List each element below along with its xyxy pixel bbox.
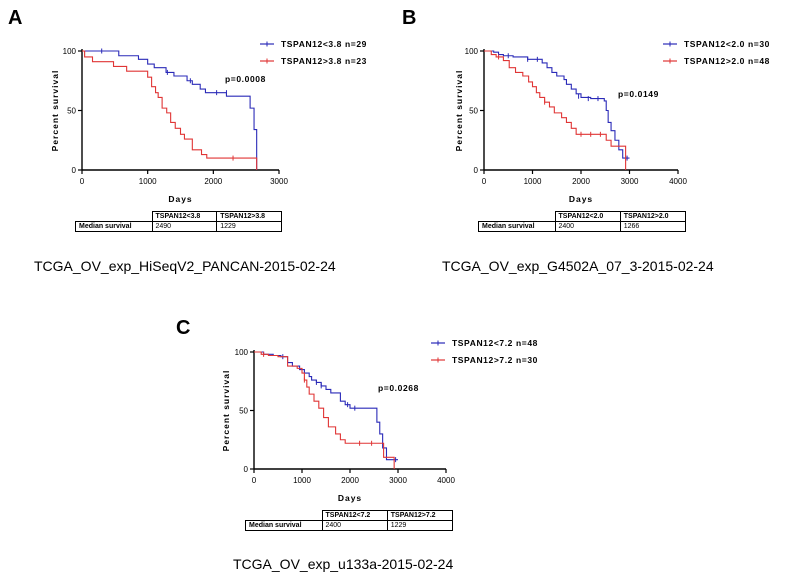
legend-label: TSPAN12<3.8 n=29 <box>281 39 367 49</box>
legend-label: TSPAN12>7.2 n=30 <box>452 355 538 365</box>
x-tick-label: 1000 <box>524 177 542 186</box>
survival-curve-high <box>484 50 627 170</box>
panel-letter-a: A <box>8 7 23 29</box>
y-axis-title: Percent survival <box>50 70 60 152</box>
p-value-label: p=0.0008 <box>225 74 266 84</box>
legend-label: TSPAN12>3.8 n=23 <box>281 56 367 66</box>
median-table-row-label: Median survival <box>245 520 323 531</box>
x-tick-label: 0 <box>252 476 257 485</box>
chart-title-c: TCGA_OV_exp_u133a-2015-02-24 <box>233 556 454 572</box>
x-axis-title: Days <box>168 194 192 204</box>
x-tick-label: 3000 <box>621 177 639 186</box>
panel-letter-c: C <box>176 317 191 339</box>
x-tick-label: 0 <box>80 177 85 186</box>
y-axis-title: Percent survival <box>454 70 464 152</box>
x-tick-label: 3000 <box>389 476 407 485</box>
x-tick-label: 2000 <box>341 476 359 485</box>
x-tick-label: 0 <box>482 177 487 186</box>
y-tick-label: 0 <box>474 166 479 175</box>
y-tick-label: 100 <box>235 348 249 357</box>
y-tick-label: 100 <box>465 47 479 56</box>
x-tick-label: 1000 <box>293 476 311 485</box>
median-table-a: TSPAN12<3.8 TSPAN12>3.8 Median survival … <box>75 211 282 232</box>
chart-title-b: TCGA_OV_exp_G4502A_07_3-2015-02-24 <box>442 258 714 274</box>
survival-curve-high <box>82 50 258 170</box>
survival-curve-high <box>254 351 395 469</box>
p-value-label: p=0.0268 <box>378 383 419 393</box>
y-tick-label: 100 <box>63 47 77 56</box>
x-tick-label: 1000 <box>139 177 157 186</box>
x-tick-label: 2000 <box>572 177 590 186</box>
median-table-b: TSPAN12<2.0 TSPAN12>2.0 Median survival … <box>478 211 687 232</box>
x-axis-title: Days <box>569 194 593 204</box>
median-table-c: TSPAN12<7.2 TSPAN12>7.2 Median survival … <box>245 510 454 531</box>
median-table-blank-cell <box>245 510 323 521</box>
y-tick-label: 0 <box>244 465 249 474</box>
legend-label: TSPAN12>2.0 n=48 <box>684 56 770 66</box>
x-tick-label: 4000 <box>437 476 455 485</box>
y-tick-label: 50 <box>239 407 248 416</box>
y-axis-title: Percent survival <box>221 370 231 452</box>
median-table-value: 1266 <box>619 221 687 232</box>
y-tick-label: 50 <box>67 107 76 116</box>
median-table-value: 2400 <box>321 520 388 531</box>
x-tick-label: 2000 <box>204 177 222 186</box>
median-table-header: TSPAN12<7.2 <box>321 510 388 521</box>
y-tick-label: 0 <box>72 166 77 175</box>
survival-curve-low <box>484 50 630 159</box>
p-value-label: p=0.0149 <box>618 89 659 99</box>
median-table-value: 1229 <box>216 221 282 232</box>
x-tick-label: 4000 <box>669 177 687 186</box>
median-table-header: TSPAN12>7.2 <box>386 510 454 521</box>
panel-letter-b: B <box>402 7 417 29</box>
legend-label: TSPAN12<7.2 n=48 <box>452 338 538 348</box>
survival-curve-low <box>82 50 258 170</box>
legend-label: TSPAN12<2.0 n=30 <box>684 39 770 49</box>
median-table-value: 1229 <box>386 520 454 531</box>
x-axis-title: Days <box>338 493 362 503</box>
x-tick-label: 3000 <box>270 177 288 186</box>
y-tick-label: 50 <box>469 107 478 116</box>
chart-title-a: TCGA_OV_exp_HiSeqV2_PANCAN-2015-02-24 <box>34 258 336 274</box>
